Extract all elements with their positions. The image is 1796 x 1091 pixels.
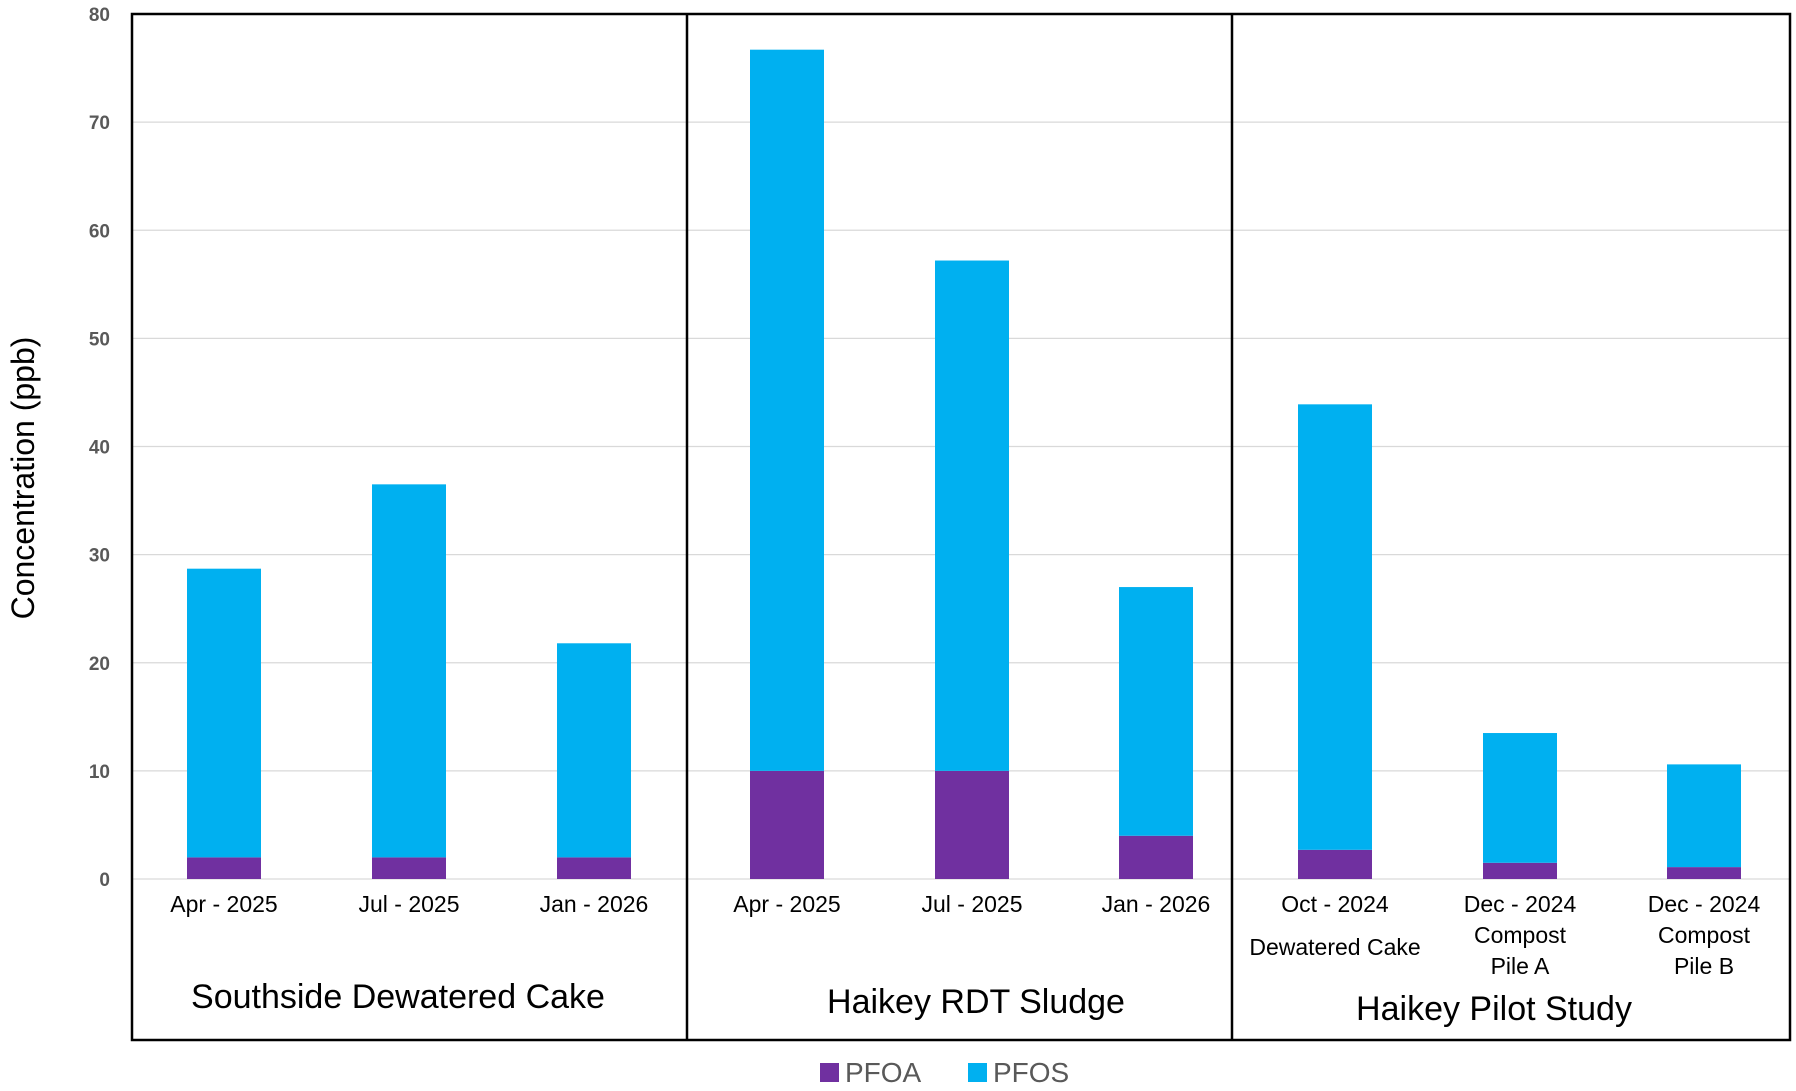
x-tick-label: Dec - 2024 — [1464, 891, 1577, 917]
bar-pfoa-6 — [1298, 849, 1372, 879]
bar-pfoa-8 — [1667, 867, 1741, 879]
y-tick-label: 40 — [89, 438, 110, 459]
y-tick-label: 70 — [89, 113, 110, 134]
bar-pfos-7 — [1483, 733, 1557, 863]
bar-pfoa-2 — [557, 857, 631, 879]
bar-pfoa-1 — [372, 857, 446, 879]
group-label: Haikey Pilot Study — [1356, 990, 1632, 1028]
legend-swatch-pfoa — [820, 1063, 839, 1082]
bar-pfos-3 — [750, 49, 824, 771]
legend-label-pfos: PFOS — [993, 1057, 1069, 1088]
x-tick-label: Compost — [1474, 922, 1567, 948]
group-label: Southside Dewatered Cake — [191, 978, 605, 1016]
bar-pfos-8 — [1667, 764, 1741, 868]
legend-label-pfoa: PFOA — [845, 1057, 922, 1088]
x-axis-ticks: Apr - 2025 Jul - 2025 Jan - 2026 Apr - 2025… — [170, 891, 1760, 979]
x-tick-label: Compost — [1658, 922, 1751, 948]
y-tick-label: 0 — [99, 870, 110, 891]
y-tick-label: 60 — [89, 221, 110, 242]
bar-pfos-4 — [935, 260, 1009, 771]
x-tick-label: Jul - 2025 — [358, 891, 459, 917]
x-tick-label: Jan - 2026 — [1102, 891, 1211, 917]
y-tick-label: 80 — [89, 5, 110, 26]
bar-pfoa-5 — [1119, 835, 1193, 879]
y-tick-label: 30 — [89, 546, 110, 567]
legend: PFOA PFOS — [820, 1057, 1069, 1088]
bars — [187, 49, 1741, 879]
y-axis-label: Concentration (ppb) — [5, 337, 41, 620]
legend-swatch-pfos — [968, 1063, 987, 1082]
x-tick-label: Jul - 2025 — [921, 891, 1022, 917]
x-tick-label: Apr - 2025 — [170, 891, 277, 917]
group-labels: Southside Dewatered Cake Haikey RDT Sludg… — [191, 978, 1632, 1028]
x-tick-label: Dewatered Cake — [1249, 934, 1420, 960]
group-label: Haikey RDT Sludge — [827, 983, 1125, 1021]
x-tick-label: Pile A — [1491, 953, 1550, 979]
y-tick-label: 50 — [89, 329, 110, 350]
x-tick-label: Jan - 2026 — [540, 891, 649, 917]
panel-frames — [130, 12, 1792, 1042]
bar-pfos-2 — [557, 643, 631, 858]
bar-pfoa-3 — [750, 770, 824, 879]
y-tick-label: 20 — [89, 654, 110, 675]
bar-pfos-1 — [372, 484, 446, 858]
y-tick-label: 10 — [89, 762, 110, 783]
bar-pfoa-4 — [935, 770, 1009, 879]
y-axis-ticks: 0 10 20 30 40 50 60 70 80 — [89, 5, 110, 891]
x-tick-label: Dec - 2024 — [1648, 891, 1761, 917]
plot-frame — [130, 12, 1792, 1042]
bar-pfoa-7 — [1483, 862, 1557, 879]
bar-pfos-6 — [1298, 404, 1372, 850]
bar-pfoa-0 — [187, 857, 261, 879]
bar-pfos-0 — [187, 568, 261, 858]
x-tick-label: Pile B — [1674, 953, 1734, 979]
x-tick-label: Oct - 2024 — [1281, 891, 1389, 917]
bar-pfos-5 — [1119, 587, 1193, 836]
x-tick-label: Apr - 2025 — [733, 891, 840, 917]
